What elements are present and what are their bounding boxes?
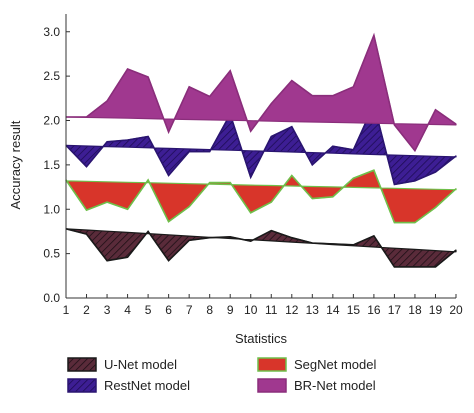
legend-swatch-3 bbox=[67, 378, 97, 393]
x-tick-label: 18 bbox=[408, 303, 422, 317]
legend: U-Net model SegNet model RestNet model BR-N… bbox=[67, 357, 376, 393]
y-tick-label: 1.5 bbox=[43, 158, 60, 172]
x-tick-label: 5 bbox=[145, 303, 152, 317]
x-tick-label: 11 bbox=[265, 303, 278, 317]
y-tick-label: 3.0 bbox=[43, 25, 60, 39]
x-tick-label: 13 bbox=[306, 303, 320, 317]
legend-label-4: BR-Net model bbox=[294, 378, 376, 393]
y-tick-label: 2.0 bbox=[43, 114, 60, 128]
series-line-4 bbox=[66, 32, 457, 153]
y-tick-label: 2.5 bbox=[43, 69, 60, 83]
legend-swatch-1 bbox=[67, 357, 97, 372]
x-tick-label: 14 bbox=[326, 303, 340, 317]
series-area-1 bbox=[65, 228, 457, 268]
series-line-2 bbox=[65, 169, 457, 224]
x-tick-label: 6 bbox=[165, 303, 172, 317]
legend-swatch-2 bbox=[257, 357, 287, 372]
plot-area bbox=[65, 32, 457, 268]
x-tick-label: 19 bbox=[429, 303, 443, 317]
series-line-1 bbox=[65, 228, 457, 268]
legend-label-2: SegNet model bbox=[294, 357, 376, 372]
x-axis-title: Statistics bbox=[235, 331, 288, 346]
x-tick-label: 15 bbox=[347, 303, 361, 317]
x-tick-label: 3 bbox=[104, 303, 111, 317]
x-tick-label: 8 bbox=[206, 303, 213, 317]
legend-swatch-4 bbox=[257, 378, 287, 393]
y-tick-label: 0.5 bbox=[43, 247, 60, 261]
x-tick-label: 20 bbox=[449, 303, 463, 317]
x-tick-label: 2 bbox=[83, 303, 90, 317]
axes: 0.00.51.01.52.02.53.01 2 3 4 5 6 7 8 9 10 11 12 13 14… bbox=[43, 14, 463, 317]
y-tick-label: 1.0 bbox=[43, 202, 60, 216]
x-tick-label: 17 bbox=[388, 303, 402, 317]
series-line-3 bbox=[65, 102, 457, 186]
x-tick-label: 7 bbox=[186, 303, 193, 317]
legend-label-3: RestNet model bbox=[104, 378, 190, 393]
x-tick-label: 12 bbox=[285, 303, 299, 317]
x-tick-label: 16 bbox=[367, 303, 381, 317]
y-tick-label: 0.0 bbox=[43, 291, 60, 305]
x-tick-label: 9 bbox=[227, 303, 234, 317]
y-axis-title: Accuracy result bbox=[8, 120, 23, 209]
x-tick-label: 10 bbox=[244, 303, 258, 317]
x-tick-label: 1 bbox=[63, 303, 70, 317]
series-area-4 bbox=[65, 34, 457, 152]
x-tick-label: 4 bbox=[124, 303, 131, 317]
legend-label-1: U-Net model bbox=[104, 357, 177, 372]
